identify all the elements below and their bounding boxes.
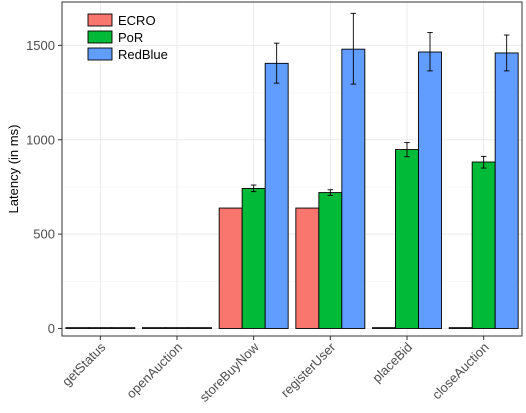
bar-redblue-storeBuyNow: [264, 62, 289, 329]
error-bars: [250, 12, 510, 196]
bar-por-getStatus: [88, 327, 113, 329]
y-tick-label: 1000: [26, 132, 55, 147]
y-axis-title: Latency (in ms): [6, 125, 21, 214]
error-bar-por-storeBuyNow: [250, 184, 257, 193]
x-tick-label-placeBid: placeBid: [369, 340, 415, 386]
bar-ecro-closeAuction: [448, 327, 473, 329]
y-tick-label: 1500: [26, 38, 55, 53]
bar-por-storeBuyNow: [241, 187, 266, 329]
bar-redblue-openAuction: [188, 327, 212, 329]
legend-swatch: [87, 13, 113, 27]
bar-redblue-placeBid: [418, 51, 442, 329]
bar-ecro-storeBuyNow: [218, 207, 243, 329]
legend-item-ecro: ECRO: [87, 13, 156, 28]
bar-por-registerUser: [318, 192, 343, 329]
x-axis-ticks: getStatus openAuction storeBuyNow registerU…: [59, 336, 492, 405]
error-bar-redblue-closeAuction: [503, 34, 510, 72]
legend-swatch: [87, 30, 113, 44]
error-bar-por-placeBid: [404, 142, 410, 158]
error-bar-redblue-storeBuyNow: [273, 42, 280, 84]
y-tick-label: 500: [33, 227, 55, 242]
panel-border: [61, 1, 523, 337]
x-tick-label-registerUser: registerUser: [278, 339, 339, 400]
x-tick-label-getStatus: getStatus: [59, 339, 109, 389]
bar-ecro-placeBid: [372, 327, 396, 329]
error-bar-por-registerUser: [327, 189, 334, 196]
bar-redblue-registerUser: [341, 48, 366, 329]
legend-label: ECRO: [118, 13, 156, 28]
error-bar-redblue-placeBid: [427, 32, 433, 72]
y-tick-label: 0: [48, 321, 55, 336]
bar-redblue-closeAuction: [494, 52, 519, 329]
bar-redblue-getStatus: [111, 327, 136, 329]
bar-ecro-getStatus: [65, 327, 90, 329]
legend-item-redblue: RedBlue: [87, 47, 168, 62]
legend-label: PoR: [118, 30, 143, 45]
x-tick-label-closeAuction: closeAuction: [429, 340, 492, 403]
x-tick-label-openAuction: openAuction: [123, 340, 185, 402]
bar-por-openAuction: [165, 327, 189, 329]
x-tick-label-storeBuyNow: storeBuyNow: [197, 339, 263, 405]
bar-por-placeBid: [395, 149, 419, 329]
legend-swatch: [87, 47, 113, 61]
bars: [65, 48, 519, 329]
bar-por-closeAuction: [471, 161, 496, 329]
error-bar-por-closeAuction: [480, 155, 487, 169]
y-axis-ticks: 0 500 1000 1500: [26, 38, 62, 336]
bar-ecro-registerUser: [295, 207, 320, 329]
legend-label: RedBlue: [118, 47, 168, 62]
legend: ECRO PoR RedBlue: [87, 13, 168, 62]
error-bar-redblue-registerUser: [350, 12, 357, 85]
legend-item-por: PoR: [87, 30, 143, 45]
bar-ecro-openAuction: [142, 327, 166, 329]
